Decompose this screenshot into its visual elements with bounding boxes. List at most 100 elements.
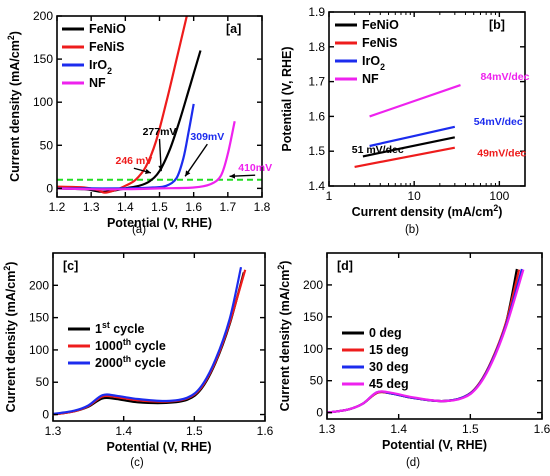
legend-label-part: cycle — [131, 339, 166, 353]
legend-label-part: 30 deg — [369, 360, 409, 374]
series-line-2 — [327, 268, 523, 414]
annotation-label: 49mV/dec — [477, 147, 526, 159]
legend-label: NF — [362, 72, 379, 86]
legend-label: 1000th cycle — [95, 337, 166, 353]
x-tick-label: 1.6 — [185, 200, 202, 214]
x-tick-label: 1.8 — [254, 200, 271, 214]
panel-b: 1 10 100 1.4 1.5 1.6 1.7 1.8 1.9 Current density … — [280, 5, 530, 236]
legend-label-part: cycle — [131, 356, 166, 370]
y-tick-label: 150 — [33, 52, 53, 66]
x-tick-label: 10 — [407, 189, 421, 203]
x-axis-label-part: 2 — [493, 203, 498, 213]
legend-label-part: st — [102, 320, 110, 330]
y-tick-label: 0 — [42, 408, 49, 422]
legend-label: FeNiO — [362, 18, 399, 32]
legend-label: FeNiS — [89, 40, 124, 54]
annotation-arrow — [184, 143, 208, 177]
legend-label-part: 1000 — [95, 339, 123, 353]
panel-tag: [a] — [226, 22, 241, 36]
panel-caption: (c) — [130, 457, 144, 469]
x-tick-label: 1.6 — [257, 424, 274, 438]
x-tick-label: 1.5 — [186, 424, 203, 438]
annotation-label: 246 mV — [115, 155, 152, 167]
series-group — [327, 268, 525, 414]
annotation-arrowhead — [229, 173, 236, 179]
y-tick-label: 50 — [40, 138, 54, 152]
legend-label-part: 45 deg — [369, 377, 409, 391]
legend-label: 30 deg — [369, 360, 409, 374]
legend-label-part: 2 — [107, 66, 112, 76]
x-tick-label: 1.3 — [83, 200, 100, 214]
y-axis-label-part: 2 — [276, 265, 286, 270]
legend-label-part: 2 — [380, 62, 385, 72]
annotation-label: 54mV/dec — [474, 116, 523, 128]
y-axis-label-part: 2 — [6, 35, 16, 40]
legend-label: NF — [89, 76, 106, 90]
legend-label: 0 deg — [369, 326, 402, 340]
series-line-2 — [57, 103, 195, 190]
x-tick-label: 1.4 — [115, 424, 132, 438]
y-axis-label-part: Current density (mA/cm — [4, 271, 18, 413]
y-tick-label: 0 — [316, 406, 323, 420]
plot-frame — [52, 252, 266, 422]
annotation-label: 277mV — [143, 126, 177, 138]
legend-label: FeNiO — [89, 22, 126, 36]
y-axis-label-part: ) — [4, 262, 18, 266]
series-line-1 — [327, 269, 521, 414]
panel-a: 1.2 1.3 1.4 1.5 1.6 1.7 1.8 0 50 100 150 200 Potenti… — [6, 9, 272, 236]
y-tick-label: 1.4 — [308, 179, 325, 193]
annotation-label: 309mV — [190, 131, 224, 143]
series-line-1 — [354, 146, 456, 168]
y-tick-label: 1.5 — [308, 144, 325, 158]
panel-caption: (b) — [405, 224, 419, 236]
x-tick-label: 1.4 — [390, 422, 407, 436]
legend-label-part: th — [123, 337, 131, 347]
series-line-0 — [362, 136, 456, 158]
y-tick-label: 100 — [29, 343, 49, 357]
legend-label-part: 2000 — [95, 356, 123, 370]
y-tick-label: 50 — [36, 375, 50, 389]
legend-label-part: 0 deg — [369, 326, 402, 340]
legend-label-part: FeNiO — [89, 22, 126, 36]
x-axis-label: Potential (V, RHE) — [107, 216, 212, 230]
x-axis-label-part: Current density (mA/cm — [352, 205, 494, 219]
panel-caption: (d) — [406, 457, 420, 469]
x-tick-label: 1.5 — [151, 200, 168, 214]
y-axis-label-part: ) — [278, 261, 292, 265]
series-group — [57, 16, 236, 194]
legend-label-part: 15 deg — [369, 343, 409, 357]
panel-c: 1.3 1.4 1.5 1.6 0 50 100 150 200 Potential (V, RH… — [2, 252, 274, 469]
series-line-2 — [369, 125, 456, 148]
x-tick-label: 100 — [489, 189, 509, 203]
y-tick-label: 200 — [33, 9, 53, 23]
x-tick-label: 1.2 — [49, 200, 66, 214]
legend-label-part: IrO — [362, 54, 380, 68]
legend-label-part: th — [123, 354, 131, 364]
legend-label-part: IrO — [89, 58, 107, 72]
annotation-arrowhead — [185, 170, 191, 177]
x-tick-label: 1.3 — [45, 424, 62, 438]
series-line-2 — [53, 266, 243, 415]
annotation-arrowhead — [145, 168, 151, 174]
panel-tag: [c] — [63, 259, 78, 273]
x-axis-label: Potential (V, RHE) — [106, 440, 211, 454]
y-tick-label: 1.6 — [308, 109, 325, 123]
legend-label: 15 deg — [369, 343, 409, 357]
y-tick-label: 50 — [310, 374, 324, 388]
annotation-label: 84mV/dec — [480, 71, 529, 83]
legend-label-part: 1 — [95, 322, 102, 336]
y-axis-label-part: ) — [8, 31, 22, 35]
y-tick-label: 1.9 — [308, 5, 325, 19]
legend-label-part: FeNiS — [362, 36, 397, 50]
series-line-3 — [327, 269, 525, 414]
panel-d: 1.3 1.4 1.5 1.6 0 50 100 150 200 Potential (V, RH… — [276, 252, 550, 469]
legend-label-part: NF — [89, 76, 106, 90]
plot-frame — [326, 252, 543, 420]
y-axis-label-part: Current density (mA/cm — [278, 270, 292, 412]
panel-tag: [b] — [489, 18, 505, 32]
series-line-3 — [369, 84, 461, 118]
y-axis-label: Current density (mA/cm2) — [276, 261, 292, 412]
annotation-label: 51 mV/dec — [352, 144, 404, 156]
x-tick-label: 1.4 — [117, 200, 134, 214]
